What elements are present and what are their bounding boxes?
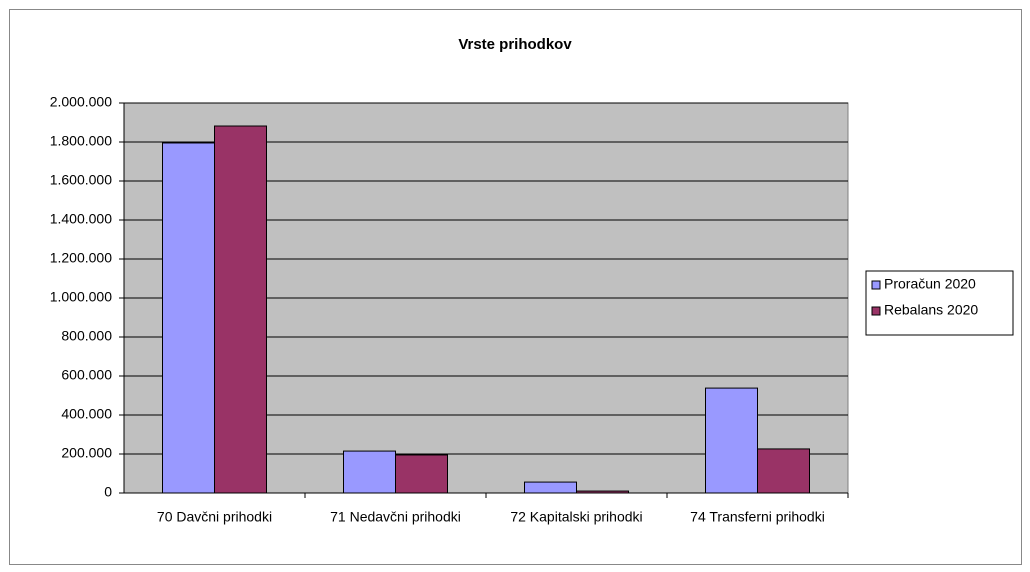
bar bbox=[162, 142, 215, 494]
y-tick-label: 400.000 bbox=[61, 406, 112, 422]
x-tick-label: 72 Kapitalski prihodki bbox=[510, 509, 642, 525]
y-tick-label: 1.000.000 bbox=[50, 289, 112, 305]
x-tick-label: 70 Davčni prihodki bbox=[157, 509, 272, 525]
y-tick-label: 600.000 bbox=[61, 367, 112, 383]
y-tick-label: 200.000 bbox=[61, 445, 112, 461]
y-tick-label: 800.000 bbox=[61, 328, 112, 344]
x-tick-label: 71 Nedavčni prihodki bbox=[330, 509, 461, 525]
bar bbox=[214, 125, 267, 494]
legend-label: Rebalans 2020 bbox=[884, 302, 978, 318]
chart-title: Vrste prihodkov bbox=[458, 36, 572, 53]
bar bbox=[705, 387, 758, 494]
y-tick-label: 1.800.000 bbox=[50, 133, 112, 149]
y-tick-label: 1.600.000 bbox=[50, 172, 112, 188]
legend-swatch bbox=[871, 280, 881, 290]
legend-swatch bbox=[871, 306, 881, 316]
y-tick-label: 1.200.000 bbox=[50, 250, 112, 266]
legend-box bbox=[865, 270, 1014, 336]
bar bbox=[757, 448, 810, 494]
x-tick-label: 74 Transferni prihodki bbox=[690, 509, 825, 525]
bar bbox=[576, 490, 629, 494]
y-tick-label: 0 bbox=[104, 484, 112, 500]
y-tick-label: 1.400.000 bbox=[50, 211, 112, 227]
y-tick-label: 2.000.000 bbox=[50, 94, 112, 110]
bar bbox=[343, 450, 396, 494]
bar bbox=[395, 454, 448, 494]
bar bbox=[524, 481, 577, 494]
legend-label: Proračun 2020 bbox=[884, 276, 976, 292]
